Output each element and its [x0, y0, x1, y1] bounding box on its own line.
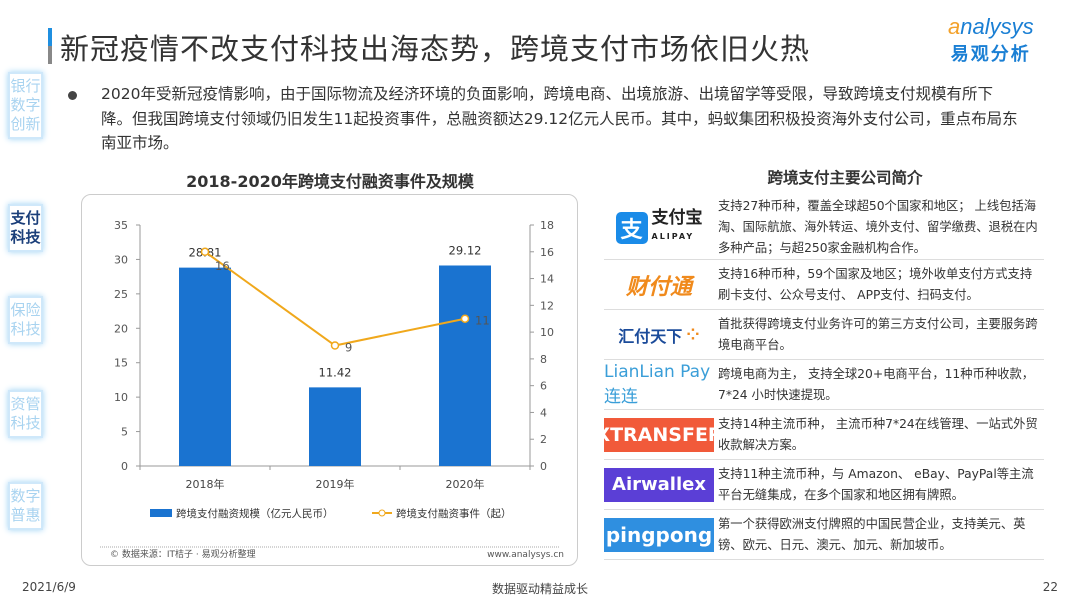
legend-bar-label: 跨境支付融资规模（亿元人民币） — [176, 507, 334, 520]
companies-title: 跨境支付主要公司简介 — [767, 169, 923, 187]
company-desc: 支持27种币种，覆盖全球超50个国家和地区； 上线包括海淘、国际航旅、海外转运、… — [718, 199, 1038, 255]
y-left-tick-label: 15 — [114, 357, 128, 370]
chart-source: © 数据来源：IT桔子 · 易观分析整理 — [110, 548, 256, 560]
company-desc: 支持16种币种，59个国家及地区；境外收单支付方式支持刷卡支付、公众号支付、 A… — [718, 266, 1033, 302]
y-right-tick-label: 18 — [540, 219, 554, 232]
company-row-pingpong: pingpong 第一个获得欧洲支付牌照的中国民营企业，支持美元、英镑、欧元、日… — [604, 510, 1044, 560]
line-data-label: 9 — [345, 341, 352, 355]
sidebar-item-payment[interactable]: 支付科技 — [8, 204, 43, 252]
bar-2020年 — [439, 265, 491, 466]
chart-title: 2018-2020年跨境支付融资事件及规模 — [186, 172, 474, 191]
y-right-tick-label: 16 — [540, 246, 554, 259]
sidebar-item-bank[interactable]: 银行数字创新 — [8, 72, 43, 139]
company-desc: 首批获得跨境支付业务许可的第三方支付公司，主要服务跨境电商平台。 — [718, 316, 1038, 352]
line-data-label: 11 — [475, 314, 490, 328]
tenpay-logo: 财付通 — [625, 274, 692, 300]
company-row-lianlian: LianLian Pay 连连 跨境电商为主， 支持全球20+电商平台，11种币… — [604, 360, 1044, 410]
company-desc: 支持11种主流币种，与 Amazon、 eBay、PayPal等主流平台无缝集成… — [718, 466, 1034, 502]
y-right-tick-label: 0 — [540, 460, 547, 473]
sidebar-item-insurance[interactable]: 保险科技 — [8, 296, 43, 344]
company-desc: 支持14种主流币种， 主流币种7*24在线管理、一站式外贸收款解决方案。 — [718, 416, 1038, 452]
company-row-alipay: 支支付宝 ALIPAY 支持27种币种，覆盖全球超50个国家和地区； 上线包括海淘… — [604, 196, 1044, 260]
company-desc: 第一个获得欧洲支付牌照的中国民营企业，支持美元、英镑、欧元、日元、澳元、加元、新… — [718, 516, 1026, 552]
line-data-label: 16 — [215, 259, 230, 273]
footer-page-number: 22 — [1042, 580, 1058, 594]
y-right-tick-label: 2 — [540, 433, 547, 446]
bar-2019年 — [309, 387, 361, 466]
pingpong-logo: pingpong — [604, 517, 714, 552]
y-right-tick-label: 4 — [540, 406, 547, 419]
bar-data-label: 29.12 — [449, 243, 482, 257]
chart-site: www.analysys.cn — [487, 550, 564, 560]
intro-text: 2020年受新冠疫情影响，由于国际物流及经济环境的负面影响，跨境电商、出境旅游、… — [101, 85, 1018, 152]
company-row-xtransfer: XTRANSFER 支持14种主流币种， 主流币种7*24在线管理、一站式外贸收… — [595, 410, 1044, 460]
chinapnr-logo: 汇付天下 ⁘ — [604, 314, 714, 356]
chinapnr-logo-text: 汇付天下 — [618, 326, 683, 346]
bar-data-label: 11.42 — [319, 365, 352, 379]
company-list: 支支付宝 ALIPAY 支持27种币种，覆盖全球超50个国家和地区； 上线包括海淘… — [595, 196, 1044, 560]
sidebar-item-inclusive[interactable]: 数字普惠 — [8, 482, 43, 530]
page-title: 新冠疫情不改支付科技出海态势，跨境支付市场依旧火热 — [60, 32, 811, 66]
y-left-tick-label: 30 — [114, 253, 128, 266]
bullet-icon — [68, 91, 77, 100]
y-left-tick-label: 10 — [114, 391, 128, 404]
x-tick-label: 2019年 — [316, 477, 355, 491]
y-right-tick-label: 8 — [540, 353, 547, 366]
company-row-chinapnr: 汇付天下 ⁘ 首批获得跨境支付业务许可的第三方支付公司，主要服务跨境电商平台。 — [604, 310, 1044, 360]
x-tick-label: 2020年 — [446, 477, 485, 491]
y-right-tick-label: 6 — [540, 380, 547, 393]
footer-date: 2021/6/9 — [22, 580, 76, 594]
line-point-2020年 — [460, 314, 470, 323]
logo-en: analysys — [948, 14, 1034, 39]
xtransfer-logo: XTRANSFER — [595, 417, 723, 452]
footer-slogan: 数据驱动精益成长 — [491, 582, 588, 596]
company-row-airwallex: Airwallex 支持11种主流币种，与 Amazon、 eBay、PayPa… — [604, 460, 1044, 510]
line-series — [204, 250, 466, 347]
legend-line-marker — [378, 509, 386, 517]
company-row-tenpay: 财付通 支持16种币种，59个国家及地区；境外收单支付方式支持刷卡支付、公众号支… — [604, 260, 1044, 310]
legend-line-label: 跨境支付融资事件（起） — [396, 507, 512, 520]
analysys-logo: analysys 易观分析 — [948, 14, 1034, 66]
y-left-tick-label: 25 — [114, 288, 128, 301]
line-point-2018年 — [200, 247, 210, 257]
chart-svg: © 数据来源：IT桔子 · 易观分析整理 www.analysys.cn 0 5 1… — [100, 219, 564, 560]
y-left-tick-label: 0 — [121, 460, 128, 473]
logo-cn: 易观分析 — [950, 44, 1031, 65]
alipay-logo: 支支付宝 ALIPAY — [604, 207, 714, 249]
bar-2018年 — [179, 267, 231, 466]
line-point-2019年 — [330, 341, 340, 350]
title-accent-bar — [48, 28, 52, 64]
y-left-tick-label: 5 — [121, 426, 128, 439]
lianlian-logo: LianLian Pay 连连 — [604, 362, 711, 407]
sidebar-item-asset[interactable]: 资管科技 — [8, 390, 43, 438]
y-left-tick-label: 35 — [114, 219, 128, 232]
y-right-tick-label: 14 — [540, 273, 554, 286]
x-tick-label: 2018年 — [186, 477, 225, 491]
chart-container: © 数据来源：IT桔子 · 易观分析整理 www.analysys.cn 0 5 1… — [81, 194, 578, 566]
y-right-tick-label: 10 — [540, 326, 554, 339]
y-left-tick-label: 20 — [114, 322, 128, 335]
legend-bar-swatch — [150, 509, 172, 517]
y-right-tick-label: 12 — [540, 299, 554, 312]
company-desc: 跨境电商为主， 支持全球20+电商平台，11种币种收款，7*24 小时快速提现。 — [718, 366, 1035, 402]
airwallex-logo: Airwallex — [604, 467, 714, 502]
